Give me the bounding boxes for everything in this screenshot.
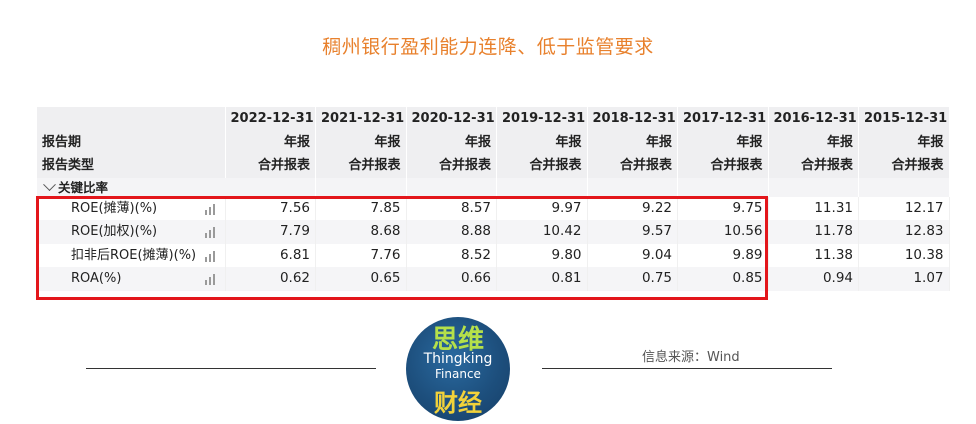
- financial-table: 2022-12-31 2021-12-31 2020-12-31 2019-12…: [37, 107, 950, 291]
- table-cell: 6.81: [225, 243, 316, 267]
- table-cell: 7.79: [225, 220, 316, 244]
- chevron-down-icon[interactable]: [43, 177, 56, 191]
- period-label: 报告期: [37, 130, 226, 154]
- logo-text: 思维: [431, 325, 484, 355]
- column-type: 合并报表: [496, 154, 588, 178]
- row-label: ROA(%): [37, 267, 226, 291]
- table-cell: 7.76: [315, 243, 407, 267]
- table-row: ROE(摊薄)(%) 7.56 7.85 8.57 9.97 9.22 9.75…: [37, 196, 950, 220]
- table-cell: 12.17: [858, 196, 950, 220]
- column-type: 合并报表: [858, 154, 950, 178]
- table-cell: 8.52: [406, 243, 497, 267]
- column-date[interactable]: 2018-12-31: [587, 107, 678, 131]
- thinking-finance-logo: 思维 Thingking Finance 财经: [406, 317, 510, 421]
- bar-chart-icon[interactable]: [204, 250, 217, 262]
- column-date[interactable]: 2015-12-31: [858, 107, 950, 131]
- table-cell: 0.65: [315, 267, 407, 291]
- bar-chart-icon[interactable]: [204, 274, 217, 285]
- source-note: 信息来源：Wind: [642, 350, 740, 365]
- logo-text: Thingking: [423, 351, 493, 367]
- column-period: 年报: [496, 130, 588, 154]
- column-date[interactable]: 2019-12-31: [496, 107, 588, 131]
- table-cell: 8.57: [406, 196, 497, 220]
- column-type: 合并报表: [587, 154, 678, 178]
- row-label: 扣非后ROE(摊薄)(%): [37, 243, 226, 267]
- table-cell: 0.85: [677, 267, 769, 291]
- table-cell: 9.97: [496, 196, 588, 220]
- column-type: 合并报表: [225, 154, 316, 178]
- column-date[interactable]: 2022-12-31: [225, 107, 316, 131]
- highlight-box: [36, 196, 768, 300]
- table-cell: 7.85: [315, 196, 407, 220]
- table-cell: 9.89: [677, 243, 769, 267]
- table-cell: 7.56: [225, 196, 316, 220]
- logo-text: 财经: [434, 388, 482, 417]
- bar-chart-icon[interactable]: [204, 203, 217, 215]
- table-cell: 8.68: [315, 220, 407, 244]
- table-cell: 11.31: [768, 196, 859, 220]
- table-row: ROE(加权)(%) 7.79 8.68 8.88 10.42 9.57 10.…: [37, 220, 950, 244]
- column-date[interactable]: 2017-12-31: [677, 107, 769, 131]
- column-period: 年报: [406, 130, 497, 154]
- column-period: 年报: [315, 130, 407, 154]
- column-period: 年报: [225, 130, 316, 154]
- divider-right: [542, 368, 832, 369]
- column-date[interactable]: 2020-12-31: [406, 107, 497, 131]
- table-cell: 11.78: [768, 220, 859, 244]
- table-cell: 9.80: [496, 243, 588, 267]
- page-title: 稠州银行盈利能力连降、低于监管要求: [322, 36, 654, 58]
- column-date[interactable]: 2016-12-31: [768, 107, 859, 131]
- column-period: 年报: [587, 130, 678, 154]
- column-period: 年报: [677, 130, 769, 154]
- table-cell: 11.38: [768, 243, 859, 267]
- column-period: 年报: [768, 130, 859, 154]
- table-cell: 8.88: [406, 220, 497, 244]
- divider-left: [86, 368, 376, 369]
- header-row-period: 报告期 年报 年报 年报 年报 年报 年报 年报 年报: [37, 130, 950, 154]
- column-type: 合并报表: [406, 154, 497, 178]
- table-cell: 10.56: [677, 220, 769, 244]
- table-cell: 10.42: [496, 220, 588, 244]
- table-row: 扣非后ROE(摊薄)(%) 6.81 7.76 8.52 9.80 9.04 9…: [37, 243, 950, 267]
- section-header[interactable]: 关键比率: [37, 177, 225, 197]
- column-type: 合并报表: [315, 154, 407, 178]
- logo-text: Finance: [435, 367, 481, 381]
- row-label: ROE(摊薄)(%): [37, 196, 226, 220]
- bar-chart-icon[interactable]: [204, 227, 217, 238]
- section-key-ratios[interactable]: 关键比率: [37, 177, 950, 197]
- table-cell: 10.38: [858, 243, 950, 267]
- report-type-label: 报告类型: [37, 154, 226, 178]
- table-cell: 0.81: [496, 267, 588, 291]
- column-type: 合并报表: [768, 154, 859, 178]
- column-date[interactable]: 2021-12-31: [315, 107, 407, 131]
- table-row: ROA(%) 0.62 0.65 0.66 0.81 0.75 0.85 0.9…: [37, 267, 950, 291]
- table-cell: 9.57: [587, 220, 678, 244]
- section-label: 关键比率: [58, 179, 109, 195]
- table-cell: 0.62: [225, 267, 316, 291]
- column-type: 合并报表: [677, 154, 769, 178]
- table-cell: 0.94: [768, 267, 859, 291]
- table-cell: 9.22: [587, 196, 678, 220]
- header-corner: [37, 107, 226, 131]
- table-cell: 12.83: [858, 220, 950, 244]
- header-row-type: 报告类型 合并报表 合并报表 合并报表 合并报表 合并报表 合并报表 合并报表 …: [37, 154, 950, 178]
- table-cell: 1.07: [858, 267, 950, 291]
- header-row-date: 2022-12-31 2021-12-31 2020-12-31 2019-12…: [37, 107, 950, 131]
- column-period: 年报: [858, 130, 950, 154]
- table-cell: 0.75: [587, 267, 678, 291]
- table-cell: 0.66: [406, 267, 497, 291]
- row-label: ROE(加权)(%): [37, 220, 226, 244]
- table-cell: 9.04: [587, 243, 678, 267]
